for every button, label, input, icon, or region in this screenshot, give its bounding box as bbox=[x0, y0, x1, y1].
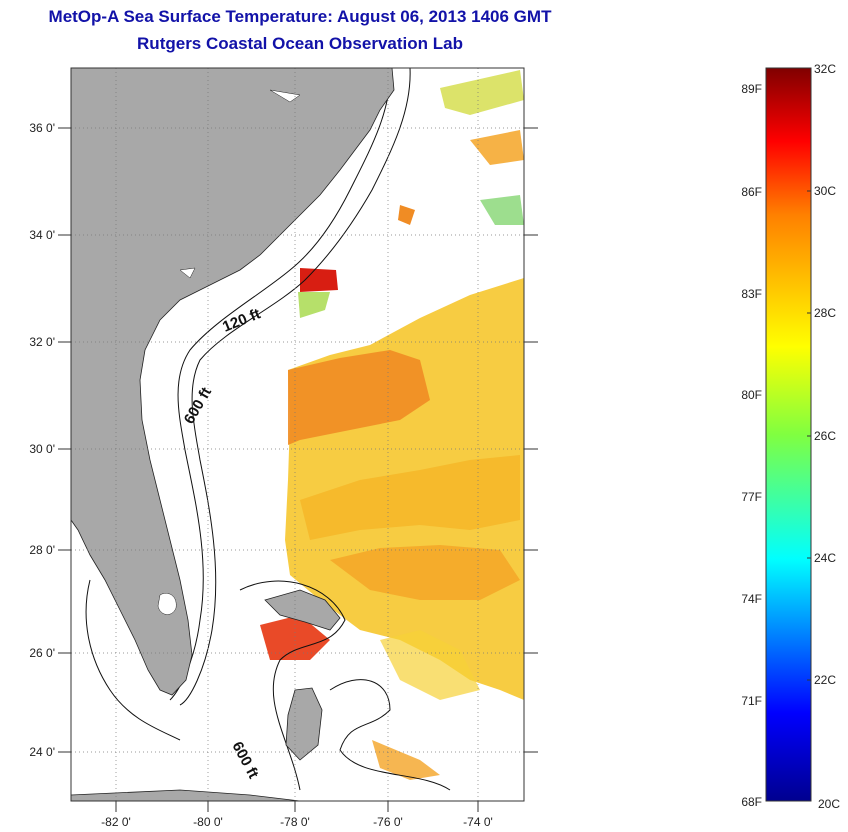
lat-label: 30 0' bbox=[29, 442, 55, 456]
lon-label: -78 0' bbox=[280, 815, 310, 829]
plot-frame bbox=[70, 67, 525, 802]
land bbox=[71, 68, 395, 801]
lat-label: 36 0' bbox=[29, 121, 55, 135]
axis-ticks bbox=[58, 127, 538, 812]
cb-c-label: 30C bbox=[814, 184, 836, 198]
cb-f-label: 80F bbox=[741, 388, 762, 402]
lat-label: 32 0' bbox=[29, 335, 55, 349]
lat-label: 24 0' bbox=[29, 745, 55, 759]
lat-label: 26 0' bbox=[29, 646, 55, 660]
colorbar-celsius-labels: 32C 30C 28C 26C 24C 22C 20C bbox=[814, 62, 840, 811]
colorbar-scale bbox=[765, 67, 812, 802]
cb-c-label: 26C bbox=[814, 429, 836, 443]
lon-label: -82 0' bbox=[101, 815, 131, 829]
lon-label: -74 0' bbox=[463, 815, 493, 829]
map-subtitle: Rutgers Coastal Ocean Observation Lab bbox=[137, 34, 463, 53]
cb-f-label: 74F bbox=[741, 592, 762, 606]
lon-label: -76 0' bbox=[373, 815, 403, 829]
lat-label: 28 0' bbox=[29, 543, 55, 557]
cb-f-label: 71F bbox=[741, 694, 762, 708]
bathymetry-contours bbox=[85, 68, 451, 791]
colorbar bbox=[765, 67, 812, 802]
sst-field bbox=[260, 70, 524, 780]
cb-f-label: 86F bbox=[741, 185, 762, 199]
cb-c-label: 28C bbox=[814, 306, 836, 320]
lon-label: -80 0' bbox=[193, 815, 223, 829]
cb-f-label: 89F bbox=[741, 82, 762, 96]
cb-c-label: 22C bbox=[814, 673, 836, 687]
cb-f-label: 83F bbox=[741, 287, 762, 301]
cb-c-label: 24C bbox=[814, 551, 836, 565]
cb-f-label: 77F bbox=[741, 490, 762, 504]
map-title: MetOp-A Sea Surface Temperature: August … bbox=[48, 7, 552, 26]
cb-c-label: 32C bbox=[814, 62, 836, 76]
cb-c-label: 20C bbox=[818, 797, 840, 811]
cb-f-label: 68F bbox=[741, 795, 762, 809]
lat-label: 34 0' bbox=[29, 228, 55, 242]
lakes bbox=[157, 89, 301, 615]
latitude-labels: 36 0' 34 0' 32 0' 30 0' 28 0' 26 0' 24 0… bbox=[29, 121, 55, 759]
colorbar-ticks bbox=[807, 190, 811, 681]
longitude-labels: -82 0' -80 0' -78 0' -76 0' -74 0' bbox=[101, 815, 493, 829]
colorbar-fahrenheit-labels: 89F 86F 83F 80F 77F 74F 71F 68F bbox=[741, 82, 762, 809]
